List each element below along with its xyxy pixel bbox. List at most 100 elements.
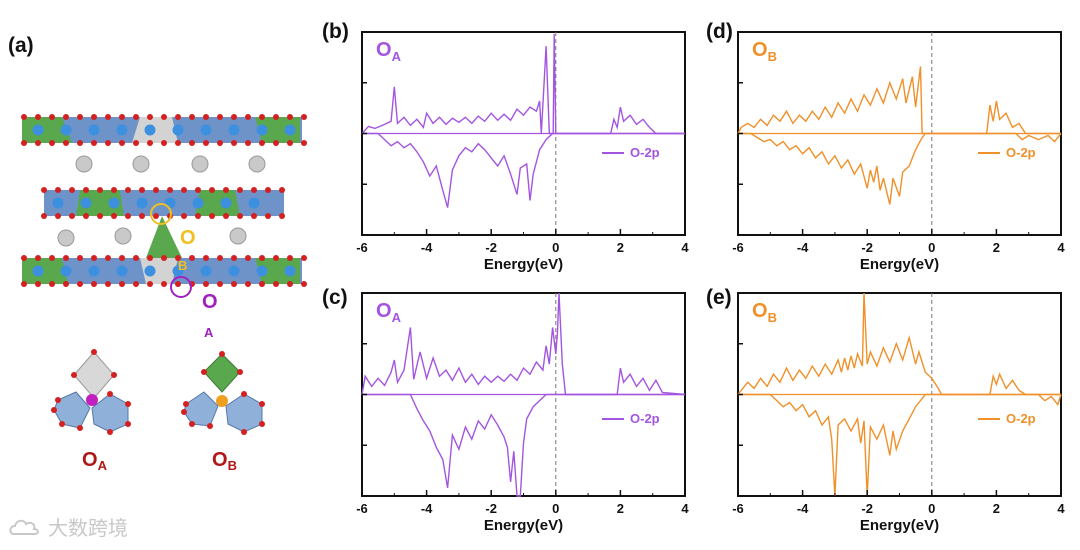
- oxygen-atom: [259, 281, 265, 287]
- metal-atom: [60, 265, 72, 277]
- oxygen-atom: [231, 114, 237, 120]
- oxygen-atom: [107, 391, 113, 397]
- oxygen-atom: [287, 140, 293, 146]
- ob-center-atom: [216, 395, 228, 407]
- crystal-structure-panel: (a): [8, 34, 307, 473]
- oxygen-atom: [21, 281, 27, 287]
- x-tick-label: -4: [421, 240, 433, 255]
- oxygen-atom: [231, 281, 237, 287]
- legend-label: O-2p: [630, 145, 660, 160]
- oxygen-atom: [175, 255, 181, 261]
- oxygen-atom: [77, 255, 83, 261]
- dos-panel-c: (c) -6 -4 -2 0 2 4 Energy(eV) OA O-2p: [322, 286, 689, 534]
- oxygen-atom: [21, 255, 27, 261]
- layer-atoms: [21, 255, 307, 287]
- oxygen-atom: [189, 421, 195, 427]
- oxygen-atom: [251, 187, 257, 193]
- x-tick-label: 0: [928, 501, 935, 516]
- oxygen-atom: [49, 255, 55, 261]
- species-main: O: [376, 300, 392, 322]
- oxygen-atom: [147, 114, 153, 120]
- oxygen-atom: [55, 213, 61, 219]
- metal-atom: [220, 197, 232, 209]
- oxygen-atom: [287, 114, 293, 120]
- species-main: O: [752, 39, 768, 61]
- oxygen-atom: [189, 114, 195, 120]
- x-tick-label: 2: [617, 240, 624, 255]
- oxygen-atom: [161, 255, 167, 261]
- oxygen-atom: [245, 140, 251, 146]
- oxygen-atom: [209, 187, 215, 193]
- oxygen-atom: [77, 114, 83, 120]
- panel-label-b: (b): [322, 20, 349, 43]
- oxygen-atom: [133, 255, 139, 261]
- green-polyhedron: [255, 117, 300, 143]
- oxygen-atom: [265, 213, 271, 219]
- oxygen-atom: [259, 401, 265, 407]
- oxygen-atom: [125, 213, 131, 219]
- oxygen-atom: [241, 429, 247, 435]
- cluster-b-label: OB: [212, 449, 237, 473]
- oxygen-atom: [161, 281, 167, 287]
- site-a-label: O: [202, 291, 218, 313]
- oxygen-atom: [97, 213, 103, 219]
- green-polyhedron: [76, 190, 124, 216]
- gray-octahedron: [73, 351, 115, 399]
- spin-up-dos-line: [361, 292, 686, 396]
- oxygen-atom: [161, 140, 167, 146]
- oxygen-atom: [91, 140, 97, 146]
- oxygen-atom: [203, 255, 209, 261]
- metal-atom: [88, 265, 100, 277]
- green-polyhedron: [255, 258, 300, 284]
- x-tick-label: -6: [732, 501, 744, 516]
- metal-atom: [172, 124, 184, 136]
- x-tick-label: -4: [797, 501, 809, 516]
- oxygen-atom: [217, 281, 223, 287]
- oxygen-atom: [105, 114, 111, 120]
- oxygen-atom: [153, 213, 159, 219]
- x-tick-label: 4: [681, 501, 689, 516]
- layer-atoms: [21, 114, 307, 146]
- oxygen-atom: [189, 255, 195, 261]
- dos-panel-e: (e) -6 -4 -2 0 2 4 Energy(eV) OB O-2p: [706, 286, 1065, 534]
- oxygen-atom: [35, 281, 41, 287]
- interlayer-atom: [57, 229, 75, 247]
- spin-down-dos-line: [362, 393, 685, 497]
- spin-up-dos-line: [737, 66, 1061, 135]
- oxygen-atom: [69, 213, 75, 219]
- cluster-a: OA: [51, 349, 131, 473]
- octahedral-layer-bottom: [21, 255, 307, 287]
- x-tick-label: -2: [861, 501, 873, 516]
- oxygen-atom: [147, 140, 153, 146]
- oxygen-atom: [125, 401, 131, 407]
- oxygen-atom: [273, 255, 279, 261]
- oxygen-atom: [147, 255, 153, 261]
- oxygen-atom: [133, 281, 139, 287]
- oxygen-atom: [175, 281, 181, 287]
- oxygen-atom: [181, 187, 187, 193]
- legend-label: O-2p: [1006, 145, 1036, 160]
- oxygen-atom: [161, 114, 167, 120]
- oxygen-atom: [279, 213, 285, 219]
- oxygen-atom: [217, 140, 223, 146]
- x-axis-title: Energy(eV): [860, 517, 939, 534]
- oxygen-atom: [301, 114, 307, 120]
- x-tick-label: 2: [617, 501, 624, 516]
- oxygen-atom: [97, 187, 103, 193]
- x-tick-label: -6: [356, 240, 368, 255]
- oxygen-atom: [301, 255, 307, 261]
- oxygen-atom: [35, 140, 41, 146]
- x-tick-label: -4: [797, 240, 809, 255]
- panel-label-c: (c): [322, 286, 348, 309]
- species-title: OB: [752, 300, 777, 325]
- oxygen-atom: [301, 140, 307, 146]
- oxygen-atom: [63, 114, 69, 120]
- oxygen-atom: [259, 140, 265, 146]
- species-main: O: [376, 39, 392, 61]
- blue-octahedron: [225, 393, 263, 433]
- species-sub: B: [768, 49, 777, 64]
- green-polyhedron: [195, 190, 240, 216]
- oxygen-atom: [71, 372, 77, 378]
- spin-up-dos-line: [361, 33, 685, 135]
